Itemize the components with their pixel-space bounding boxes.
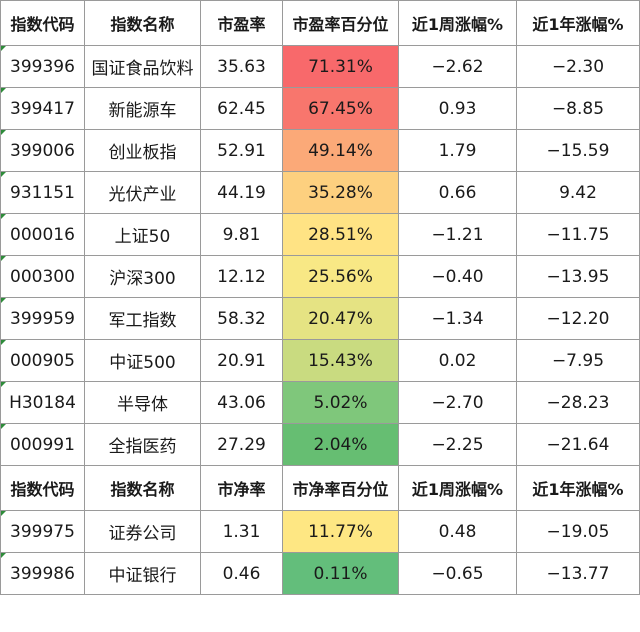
code-cell: 000905 bbox=[0, 339, 85, 382]
ratio-cell: 58.32 bbox=[200, 297, 283, 340]
column-header: 指数名称 bbox=[84, 0, 201, 46]
week-change-cell: 0.93 bbox=[398, 87, 517, 130]
ratio-cell: 44.19 bbox=[200, 171, 283, 214]
name-cell: 新能源车 bbox=[84, 87, 201, 130]
percentile-cell: 25.56% bbox=[282, 255, 399, 298]
year-change-cell: −2.30 bbox=[516, 45, 640, 88]
ratio-cell: 12.12 bbox=[200, 255, 283, 298]
year-change-cell: −28.23 bbox=[516, 381, 640, 424]
code-cell: 000016 bbox=[0, 213, 85, 256]
percentile-cell: 35.28% bbox=[282, 171, 399, 214]
ratio-cell: 52.91 bbox=[200, 129, 283, 172]
table-row: 000300 沪深300 12.12 25.56% −0.40 −13.95 bbox=[0, 255, 640, 298]
percentile-cell: 49.14% bbox=[282, 129, 399, 172]
percentile-cell: 67.45% bbox=[282, 87, 399, 130]
column-header: 近1年涨幅% bbox=[516, 465, 640, 511]
name-cell: 创业板指 bbox=[84, 129, 201, 172]
column-header: 近1周涨幅% bbox=[398, 465, 517, 511]
code-cell: 399006 bbox=[0, 129, 85, 172]
column-header: 指数代码 bbox=[0, 0, 85, 46]
year-change-cell: −19.05 bbox=[516, 510, 640, 553]
name-cell: 中证500 bbox=[84, 339, 201, 382]
name-cell: 上证50 bbox=[84, 213, 201, 256]
year-change-cell: 9.42 bbox=[516, 171, 640, 214]
percentile-cell: 20.47% bbox=[282, 297, 399, 340]
percentile-cell: 71.31% bbox=[282, 45, 399, 88]
percentile-cell: 28.51% bbox=[282, 213, 399, 256]
percentile-cell: 11.77% bbox=[282, 510, 399, 553]
week-change-cell: −1.21 bbox=[398, 213, 517, 256]
year-change-cell: −12.20 bbox=[516, 297, 640, 340]
name-cell: 沪深300 bbox=[84, 255, 201, 298]
code-cell: 000991 bbox=[0, 423, 85, 466]
column-header: 市盈率百分位 bbox=[282, 0, 399, 46]
valuation-table: 指数代码 指数名称 市盈率 市盈率百分位 近1周涨幅% 近1年涨幅% 399396 国证食品饮… bbox=[0, 0, 640, 595]
table-row: 000016 上证50 9.81 28.51% −1.21 −11.75 bbox=[0, 213, 640, 256]
percentile-cell: 15.43% bbox=[282, 339, 399, 382]
name-cell: 全指医药 bbox=[84, 423, 201, 466]
column-header: 市净率 bbox=[200, 465, 283, 511]
table-row: 399975 证券公司 1.31 11.77% 0.48 −19.05 bbox=[0, 510, 640, 553]
code-cell: H30184 bbox=[0, 381, 85, 424]
name-cell: 中证银行 bbox=[84, 552, 201, 595]
column-header: 近1周涨幅% bbox=[398, 0, 517, 46]
name-cell: 证券公司 bbox=[84, 510, 201, 553]
week-change-cell: −0.40 bbox=[398, 255, 517, 298]
code-cell: 931151 bbox=[0, 171, 85, 214]
column-header: 近1年涨幅% bbox=[516, 0, 640, 46]
week-change-cell: −2.25 bbox=[398, 423, 517, 466]
column-header: 市盈率 bbox=[200, 0, 283, 46]
ratio-cell: 0.46 bbox=[200, 552, 283, 595]
code-cell: 399396 bbox=[0, 45, 85, 88]
year-change-cell: −8.85 bbox=[516, 87, 640, 130]
ratio-cell: 62.45 bbox=[200, 87, 283, 130]
week-change-cell: −2.70 bbox=[398, 381, 517, 424]
week-change-cell: −1.34 bbox=[398, 297, 517, 340]
pb-header-row: 指数代码 指数名称 市净率 市净率百分位 近1周涨幅% 近1年涨幅% bbox=[0, 465, 640, 511]
ratio-cell: 35.63 bbox=[200, 45, 283, 88]
ratio-cell: 1.31 bbox=[200, 510, 283, 553]
pe-header-row: 指数代码 指数名称 市盈率 市盈率百分位 近1周涨幅% 近1年涨幅% bbox=[0, 0, 640, 46]
table-row: 399986 中证银行 0.46 0.11% −0.65 −13.77 bbox=[0, 552, 640, 595]
table-row: H30184 半导体 43.06 5.02% −2.70 −28.23 bbox=[0, 381, 640, 424]
week-change-cell: 0.66 bbox=[398, 171, 517, 214]
year-change-cell: −13.95 bbox=[516, 255, 640, 298]
year-change-cell: −21.64 bbox=[516, 423, 640, 466]
ratio-cell: 27.29 bbox=[200, 423, 283, 466]
percentile-cell: 5.02% bbox=[282, 381, 399, 424]
name-cell: 军工指数 bbox=[84, 297, 201, 340]
name-cell: 光伏产业 bbox=[84, 171, 201, 214]
year-change-cell: −13.77 bbox=[516, 552, 640, 595]
code-cell: 399986 bbox=[0, 552, 85, 595]
ratio-cell: 43.06 bbox=[200, 381, 283, 424]
column-header: 指数代码 bbox=[0, 465, 85, 511]
percentile-cell: 2.04% bbox=[282, 423, 399, 466]
name-cell: 半导体 bbox=[84, 381, 201, 424]
table-row: 399959 军工指数 58.32 20.47% −1.34 −12.20 bbox=[0, 297, 640, 340]
column-header: 市净率百分位 bbox=[282, 465, 399, 511]
year-change-cell: −7.95 bbox=[516, 339, 640, 382]
table-row: 399006 创业板指 52.91 49.14% 1.79 −15.59 bbox=[0, 129, 640, 172]
code-cell: 399975 bbox=[0, 510, 85, 553]
week-change-cell: 0.48 bbox=[398, 510, 517, 553]
ratio-cell: 9.81 bbox=[200, 213, 283, 256]
week-change-cell: 1.79 bbox=[398, 129, 517, 172]
code-cell: 399417 bbox=[0, 87, 85, 130]
week-change-cell: 0.02 bbox=[398, 339, 517, 382]
table-row: 399417 新能源车 62.45 67.45% 0.93 −8.85 bbox=[0, 87, 640, 130]
column-header: 指数名称 bbox=[84, 465, 201, 511]
week-change-cell: −0.65 bbox=[398, 552, 517, 595]
year-change-cell: −11.75 bbox=[516, 213, 640, 256]
table-row: 000991 全指医药 27.29 2.04% −2.25 −21.64 bbox=[0, 423, 640, 466]
year-change-cell: −15.59 bbox=[516, 129, 640, 172]
percentile-cell: 0.11% bbox=[282, 552, 399, 595]
code-cell: 000300 bbox=[0, 255, 85, 298]
ratio-cell: 20.91 bbox=[200, 339, 283, 382]
week-change-cell: −2.62 bbox=[398, 45, 517, 88]
code-cell: 399959 bbox=[0, 297, 85, 340]
name-cell: 国证食品饮料 bbox=[84, 45, 201, 88]
table-row: 399396 国证食品饮料 35.63 71.31% −2.62 −2.30 bbox=[0, 45, 640, 88]
table-row: 000905 中证500 20.91 15.43% 0.02 −7.95 bbox=[0, 339, 640, 382]
table-row: 931151 光伏产业 44.19 35.28% 0.66 9.42 bbox=[0, 171, 640, 214]
